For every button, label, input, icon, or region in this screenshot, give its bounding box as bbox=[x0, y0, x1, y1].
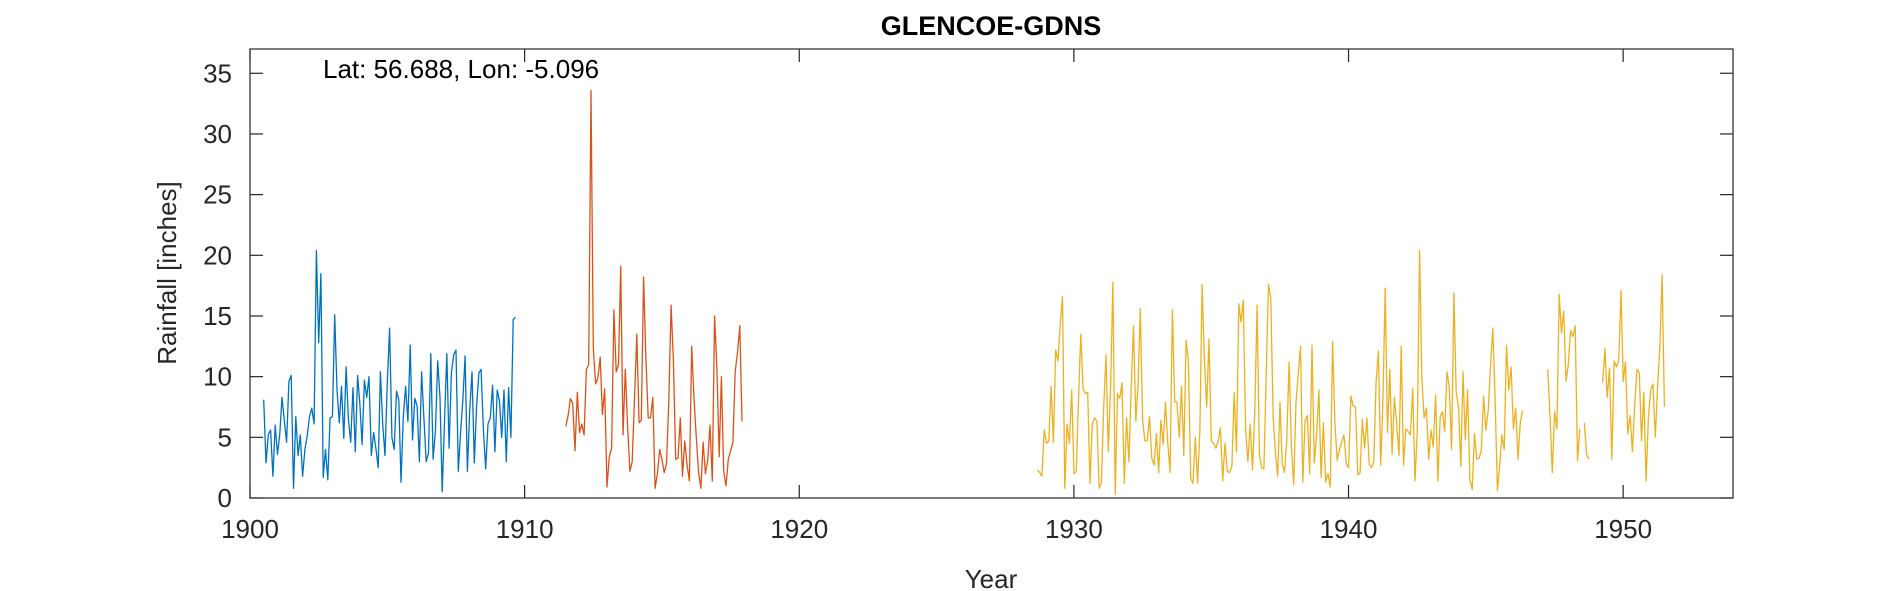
series-line-3 bbox=[1036, 249, 1666, 496]
y-tick-label: 30 bbox=[203, 119, 232, 149]
x-tick-label: 1910 bbox=[496, 514, 554, 544]
y-tick-label: 35 bbox=[203, 58, 232, 88]
x-tick-label: 1900 bbox=[221, 514, 279, 544]
axis-ticks: 1900 1910 1920 1930 1940 1950 0 5 10 15 20 25 30 35 bbox=[203, 49, 1733, 544]
plot-area bbox=[249, 48, 1734, 499]
y-tick-label: 25 bbox=[203, 180, 232, 210]
series-line-1 bbox=[263, 249, 516, 493]
series-line-2 bbox=[565, 89, 743, 489]
y-tick-label: 10 bbox=[203, 362, 232, 392]
y-tick-label: 20 bbox=[203, 240, 232, 270]
x-axis-label: Year bbox=[965, 564, 1018, 591]
location-annotation: Lat: 56.688, Lon: -5.096 bbox=[323, 54, 599, 84]
y-tick-label: 5 bbox=[218, 422, 232, 452]
x-tick-label: 1940 bbox=[1320, 514, 1378, 544]
y-axis-label: Rainfall [inches] bbox=[152, 181, 182, 365]
data-series bbox=[263, 89, 1666, 496]
chart-title: GLENCOE-GDNS bbox=[881, 11, 1102, 41]
x-tick-label: 1930 bbox=[1045, 514, 1103, 544]
y-tick-label: 15 bbox=[203, 301, 232, 331]
x-tick-label: 1950 bbox=[1594, 514, 1652, 544]
x-tick-label: 1920 bbox=[770, 514, 828, 544]
y-tick-label: 0 bbox=[218, 483, 232, 513]
